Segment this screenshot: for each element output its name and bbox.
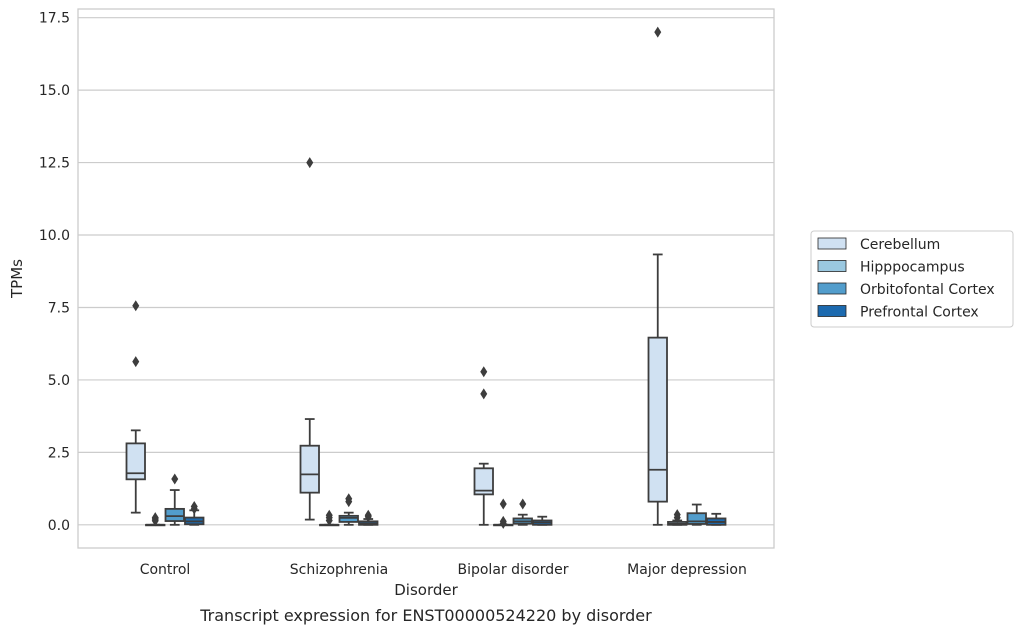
box-3-1: [164, 473, 185, 526]
legend-label: Orbitofontal Cortex: [860, 282, 995, 298]
box-iqr: [299, 444, 320, 494]
legend: Cerebellum Hipppocampus Orbitofontal Corte…: [810, 230, 1014, 328]
box-4-1: [184, 501, 205, 526]
y-tick-label: 10.0: [39, 228, 70, 244]
y-tick-label: 0.0: [48, 518, 70, 534]
legend-swatch: [817, 282, 847, 295]
outlier-point: [673, 509, 681, 521]
box-4-3: [532, 515, 553, 526]
y-tick-label: 7.5: [48, 300, 70, 316]
box-3-2: [338, 493, 359, 526]
y-axis-ticks: 0.0 2.5 5.0 7.5 10.0 12.5 15.0 17.5: [39, 11, 70, 534]
outlier-point: [132, 356, 140, 368]
box-4-2: [358, 509, 379, 526]
box-2-3: [493, 498, 514, 529]
chart-caption: Transcript expression for ENST0000052422…: [199, 606, 652, 625]
box-1-3: [473, 366, 494, 526]
legend-swatch: [817, 305, 847, 317]
y-tick-label: 5.0: [48, 373, 70, 389]
outlier-point: [325, 509, 333, 521]
box-1-4: [647, 26, 668, 526]
x-axis-ticks: Control Schizophrenia Bipolar disorder Majo…: [140, 562, 747, 578]
legend-swatch: [817, 260, 847, 272]
x-tick-label: Control: [140, 562, 191, 578]
box-iqr: [647, 336, 668, 503]
outlier-point: [654, 26, 662, 38]
box-iqr: [686, 512, 707, 525]
legend-label: Prefrontal Cortex: [860, 305, 979, 321]
outlier-point: [364, 509, 372, 521]
box-2-4: [667, 509, 688, 526]
box-iqr: [473, 467, 494, 496]
box-3-4: [686, 503, 707, 526]
gridlines: [78, 17, 774, 526]
outlier-point: [151, 512, 159, 524]
box-3-3: [512, 498, 533, 526]
x-tick-label: Schizophrenia: [290, 562, 388, 578]
legend-label: Hipppocampus: [860, 260, 965, 276]
outlier-point: [132, 300, 140, 312]
box-iqr: [164, 507, 185, 522]
outlier-point: [190, 501, 198, 513]
outlier-point: [171, 473, 179, 485]
box-2-1: [145, 512, 166, 527]
y-tick-label: 17.5: [39, 11, 70, 27]
x-tick-label: Major depression: [627, 562, 747, 578]
box-1-2: [299, 157, 320, 521]
legend-frame: [810, 230, 1014, 328]
x-tick-label: Bipolar disorder: [457, 562, 568, 578]
box-iqr: [338, 514, 359, 523]
outlier-point: [519, 498, 527, 510]
outlier-point: [480, 388, 488, 400]
outlier-point: [480, 366, 488, 378]
y-tick-label: 2.5: [48, 445, 70, 461]
box-iqr: [125, 442, 146, 481]
box-2-2: [319, 509, 340, 527]
plot-frame: [77, 8, 775, 549]
y-tick-label: 12.5: [39, 156, 70, 172]
outlier-point: [306, 157, 314, 169]
box-1-1: [125, 300, 146, 514]
outlier-point: [345, 493, 353, 505]
legend-swatch: [817, 237, 847, 250]
y-tick-label: 15.0: [39, 83, 70, 99]
box-plot-marks: [125, 26, 727, 529]
outlier-point: [499, 498, 507, 510]
outlier-point: [499, 515, 507, 527]
legend-label: Cerebellum: [860, 237, 940, 253]
x-axis-label: Disorder: [394, 581, 458, 599]
box-4-4: [706, 512, 727, 526]
y-axis-label: TPMs: [8, 259, 26, 299]
